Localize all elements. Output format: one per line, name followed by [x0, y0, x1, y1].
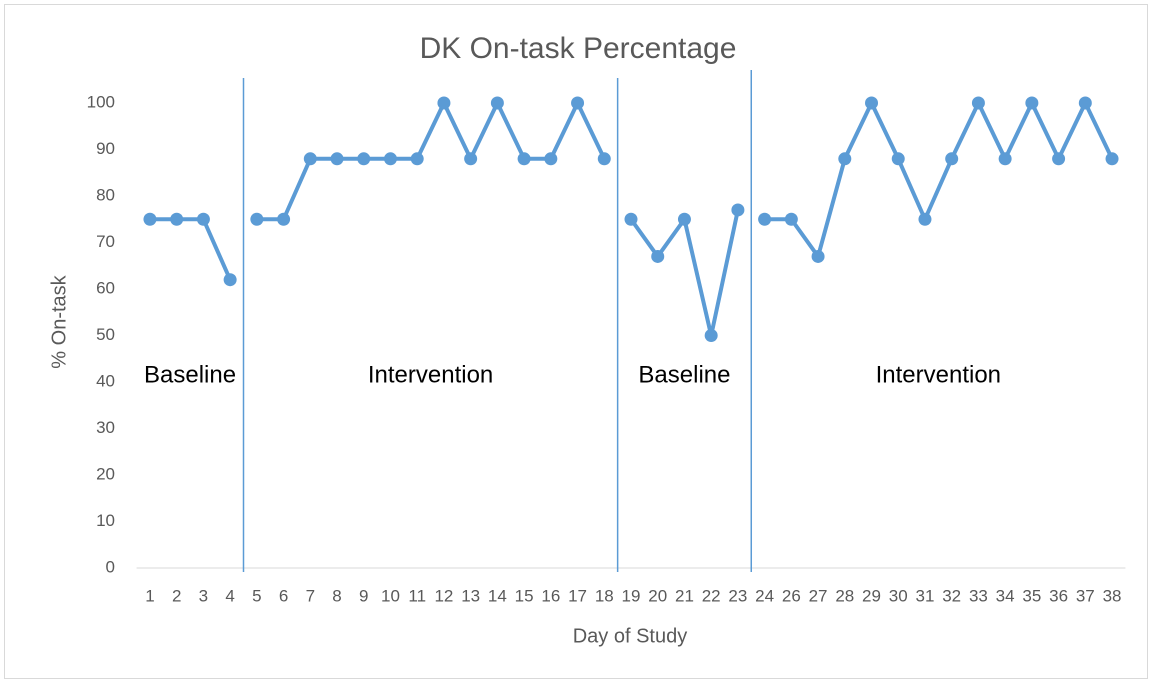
point [1078, 96, 1092, 110]
y-tick-label: 10 [96, 511, 115, 530]
x-tick-label: 3 [199, 586, 208, 605]
x-tick-label: 36 [1049, 586, 1068, 605]
x-tick-label: 10 [381, 586, 400, 605]
point [303, 152, 317, 166]
x-tick-label: 20 [648, 586, 667, 605]
point [517, 152, 531, 166]
point [624, 212, 638, 226]
point [838, 152, 852, 166]
point [811, 249, 825, 263]
point [677, 212, 691, 226]
point [971, 96, 985, 110]
point [143, 212, 157, 226]
point [330, 152, 344, 166]
x-tick-label: 21 [675, 586, 694, 605]
point [464, 152, 478, 166]
x-axis-label: Day of Study [573, 625, 688, 647]
x-tick-label: 14 [488, 586, 507, 605]
series-line [149, 217, 232, 281]
y-axis-label: % On-task [48, 274, 70, 368]
y-tick-label: 70 [96, 232, 115, 251]
x-tick-label: 18 [595, 586, 614, 605]
x-tick-label: 38 [1103, 586, 1122, 605]
point [945, 152, 959, 166]
y-tick-label: 90 [96, 139, 115, 158]
point [1052, 152, 1066, 166]
point [704, 329, 718, 342]
x-tick-label: 13 [461, 586, 480, 605]
x-tick-label: 17 [568, 586, 587, 605]
y-tick-label: 20 [96, 464, 115, 483]
x-tick-label: 19 [622, 586, 641, 605]
x-tick-label: 31 [916, 586, 935, 605]
series-line [764, 101, 1114, 259]
x-tick-label: 22 [702, 586, 721, 605]
point [357, 152, 371, 166]
x-tick-label: 5 [252, 586, 261, 605]
point [1025, 96, 1039, 110]
point [170, 212, 184, 226]
x-tick-label: 11 [408, 586, 426, 605]
y-tick-label: 50 [96, 325, 115, 344]
point [571, 96, 585, 110]
x-tick-label: 23 [728, 586, 747, 605]
point [865, 96, 879, 110]
x-tick-label: 6 [279, 586, 288, 605]
point [383, 152, 397, 166]
phase-label: Intervention [368, 361, 493, 388]
y-tick-label: 40 [96, 371, 115, 390]
chart-frame [4, 4, 1148, 679]
y-tick-label: 30 [96, 418, 115, 437]
x-tick-label: 30 [889, 586, 908, 605]
x-tick-label: 32 [942, 586, 961, 605]
x-tick-label: 1 [145, 586, 154, 605]
y-tick-label: 0 [106, 557, 115, 576]
x-tick-label: 34 [996, 586, 1015, 605]
phase-label: Intervention [876, 361, 1001, 388]
point [918, 212, 932, 226]
phase-label: Baseline [638, 361, 730, 388]
point [223, 273, 237, 287]
point [490, 96, 504, 110]
x-tick-label: 24 [755, 586, 774, 605]
point [998, 152, 1012, 166]
point [597, 152, 611, 166]
point [891, 152, 905, 166]
point [437, 96, 451, 110]
point [651, 249, 665, 263]
x-tick-label: 29 [862, 586, 881, 605]
x-tick-label: 35 [1022, 586, 1041, 605]
point [758, 212, 772, 226]
x-tick-label: 4 [225, 586, 234, 605]
x-tick-label: 12 [434, 586, 453, 605]
x-tick-label: 16 [541, 586, 560, 605]
chart-title: DK On-task Percentage [420, 32, 737, 65]
x-tick-label: 27 [809, 586, 828, 605]
point [731, 203, 745, 217]
x-tick-label: 8 [332, 586, 341, 605]
point [1105, 152, 1119, 166]
x-tick-label: 28 [835, 586, 854, 605]
point [277, 212, 291, 226]
phase-label: Baseline [144, 361, 236, 388]
x-tick-label: 9 [359, 586, 368, 605]
point [544, 152, 558, 166]
y-tick-label: 80 [96, 185, 115, 204]
x-tick-label: 26 [782, 586, 801, 605]
point [196, 212, 210, 226]
y-tick-label: 60 [96, 278, 115, 297]
x-tick-label: 2 [172, 586, 181, 605]
point [784, 212, 798, 226]
x-tick-label: 33 [969, 586, 988, 605]
point [250, 212, 264, 226]
y-tick-label: 100 [87, 92, 115, 111]
x-tick-label: 15 [515, 586, 534, 605]
point [410, 152, 424, 166]
x-tick-label: 37 [1076, 586, 1095, 605]
x-tick-label: 7 [306, 586, 315, 605]
